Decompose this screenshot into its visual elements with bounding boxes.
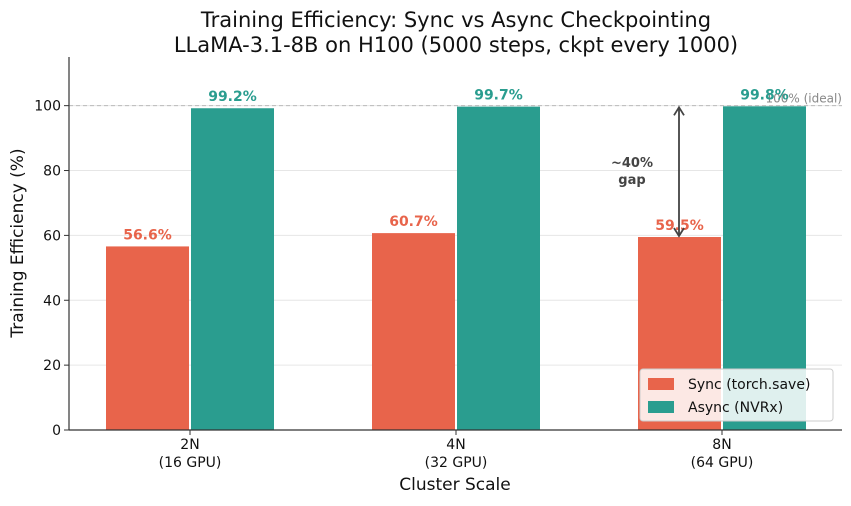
annotation-arrow-head-down bbox=[673, 227, 685, 238]
bar-value-label: 99.2% bbox=[208, 89, 257, 105]
bar-sync bbox=[372, 233, 455, 430]
chart-title: Training Efficiency: Sync vs Async Check… bbox=[200, 8, 711, 32]
y-tick-label: 100 bbox=[34, 99, 61, 115]
bar-value-label: 60.7% bbox=[389, 214, 438, 230]
annotation-layer: ~40% gap bbox=[611, 105, 685, 238]
bar-value-label: 99.8% bbox=[740, 87, 789, 103]
legend-box bbox=[639, 368, 834, 422]
y-axis-label: Training Efficiency (%) bbox=[8, 148, 28, 338]
reference-line-label: 100% (ideal) bbox=[765, 92, 842, 106]
bar-value-label: 56.6% bbox=[123, 227, 172, 243]
legend: Sync (torch.save) Async (NVRx) bbox=[639, 368, 834, 422]
x-tick-label: 8N bbox=[712, 437, 731, 453]
bar-sync bbox=[106, 246, 189, 430]
bar-value-label: 99.7% bbox=[474, 88, 523, 104]
reference-line-layer: 100% (ideal) bbox=[69, 92, 842, 107]
x-tick-label: 2N bbox=[180, 437, 199, 453]
legend-swatch-sync bbox=[648, 378, 674, 390]
x-tick-sublabel: (64 GPU) bbox=[691, 455, 754, 471]
y-tick-label: 20 bbox=[43, 358, 61, 374]
bar-async bbox=[191, 108, 274, 431]
annotation-arrow-head-up bbox=[673, 105, 685, 116]
chart-subtitle: LLaMA-3.1-8B on H100 (5000 steps, ckpt e… bbox=[174, 33, 738, 57]
y-tick-label: 40 bbox=[43, 293, 61, 309]
axes-layer: 0 20 40 60 80 100 2N (16 GPU) 4N (32 GPU) 8N (64 GP… bbox=[34, 57, 842, 471]
x-axis-label: Cluster Scale bbox=[399, 475, 510, 495]
annotation-label-line2: gap bbox=[618, 173, 645, 188]
x-tick-sublabel: (32 GPU) bbox=[425, 455, 488, 471]
x-tick-label: 4N bbox=[446, 437, 465, 453]
y-tick-label: 60 bbox=[43, 228, 61, 244]
legend-swatch-async bbox=[648, 401, 674, 413]
legend-label-async: Async (NVRx) bbox=[688, 400, 783, 416]
y-tick-label: 80 bbox=[43, 164, 61, 180]
y-tick-label: 0 bbox=[52, 423, 61, 439]
annotation-label: ~40% bbox=[611, 156, 653, 171]
x-tick-sublabel: (16 GPU) bbox=[159, 455, 222, 471]
bar-async bbox=[457, 106, 540, 430]
legend-label-sync: Sync (torch.save) bbox=[688, 377, 810, 393]
